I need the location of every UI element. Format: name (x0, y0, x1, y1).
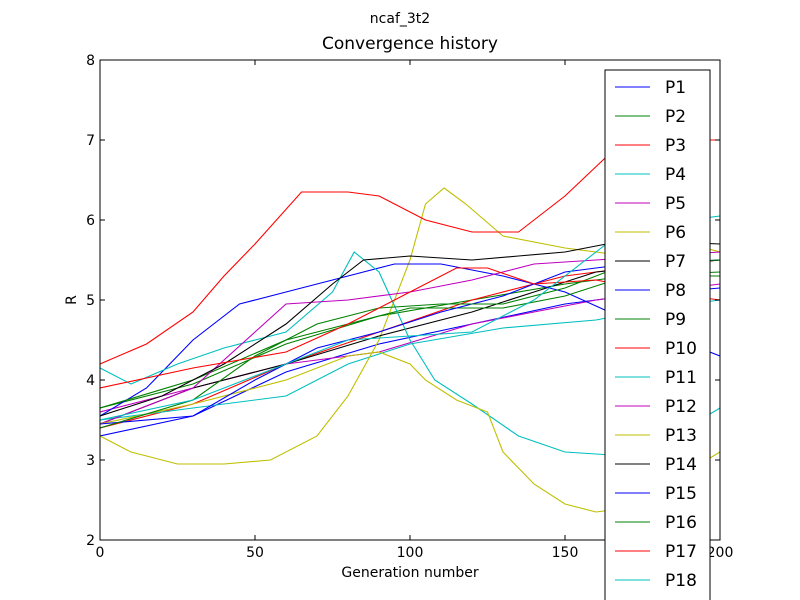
x-tick-label: 200 (707, 545, 734, 561)
series-line-p11 (100, 251, 720, 457)
series-line-p10 (100, 139, 720, 365)
legend-label: P5 (665, 194, 686, 214)
y-tick-label: 4 (86, 373, 95, 389)
legend-label: P12 (665, 397, 697, 417)
y-tick-label: 3 (86, 453, 95, 469)
figure-suptitle: ncaf_3t2 (370, 11, 430, 27)
series-line-p6 (100, 187, 720, 465)
series-line-p12 (100, 251, 720, 425)
plot-area: 0 50 100 150 200 2 3 4 5 6 7 8 (86, 53, 733, 561)
x-tick-label: 100 (397, 545, 424, 561)
series-line-p14 (100, 239, 720, 417)
legend-box (604, 69, 711, 600)
legend-label: P10 (665, 339, 697, 359)
legend-label: P15 (665, 484, 697, 504)
y-tick-label: 8 (86, 53, 95, 69)
x-axis-label: Generation number (341, 565, 478, 581)
legend-label: P7 (665, 252, 686, 272)
legend-label: P1 (665, 78, 686, 98)
legend-label: P6 (665, 223, 686, 243)
y-tick-label: 2 (86, 533, 95, 549)
legend-label: P9 (665, 310, 686, 330)
legend-label: P13 (665, 426, 697, 446)
legend-label: P17 (665, 542, 697, 562)
legend-label: P14 (665, 455, 697, 475)
series-line-p15 (100, 259, 720, 425)
series-line-p16 (100, 259, 720, 429)
x-tick-label: 0 (96, 545, 105, 561)
legend-label: P8 (665, 281, 686, 301)
legend-label: P18 (665, 571, 697, 591)
legend-label: P16 (665, 513, 697, 533)
legend-label: P4 (665, 165, 686, 185)
y-tick-label: 5 (86, 293, 95, 309)
legend-label: P11 (665, 368, 697, 388)
chart-title: Convergence history (322, 34, 498, 54)
series-line-p8 (100, 263, 720, 417)
legend: P1 P2 P3 P4 P5 P6 P7 P8 P9 P10 P11 P12 P13 P14 P15 P16 P… (604, 69, 711, 600)
y-tick-label: 6 (86, 213, 95, 229)
y-axis-label: R (64, 295, 80, 305)
series-line-p7 (100, 259, 720, 425)
x-tick-label: 150 (552, 545, 579, 561)
legend-label: P3 (665, 136, 686, 156)
legend-label: P2 (665, 107, 686, 127)
y-tick-label: 7 (86, 133, 95, 149)
x-tick-label: 50 (246, 545, 264, 561)
